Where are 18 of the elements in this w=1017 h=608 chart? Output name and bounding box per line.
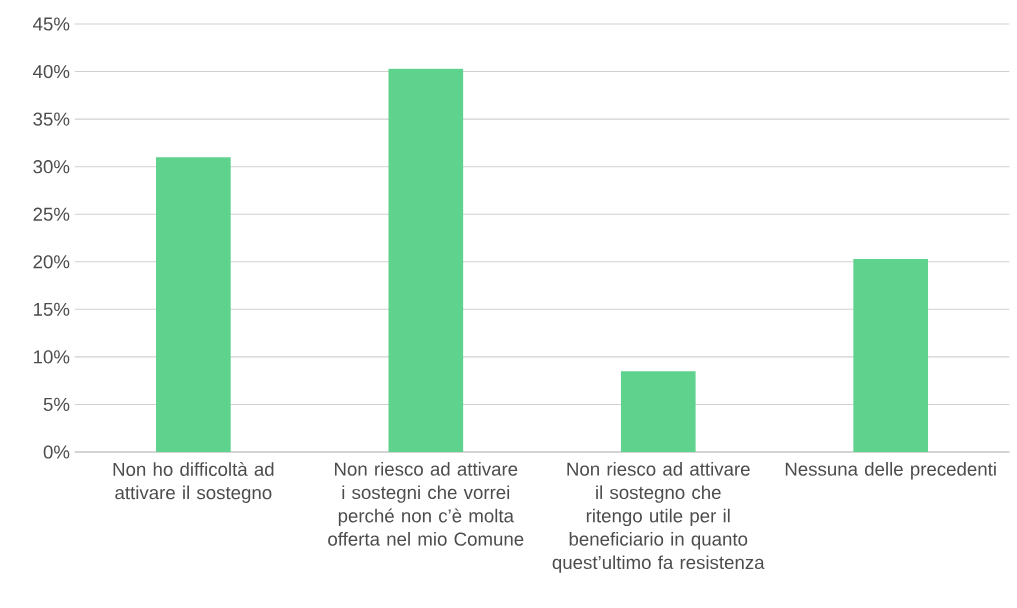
y-tick-label: 40% [33, 64, 70, 79]
bar [620, 371, 696, 452]
y-tick-label: 10% [34, 350, 70, 364]
y-tick-label: 30% [33, 160, 70, 174]
x-tick-label: Non riesco ad attivare i sostegni che vorrei perché non c’è molta offerta nel mio Comune [328, 462, 524, 546]
bar [156, 157, 231, 452]
y-tick-label: 45% [33, 17, 70, 31]
y-tick-label: 0% [43, 445, 70, 459]
y-tick-label: 35% [33, 112, 70, 126]
y-tick-label: 5% [43, 397, 70, 412]
x-tick-label: Non ho difficoltà ad attivare il sostegno [113, 462, 274, 503]
bar [853, 258, 929, 452]
y-tick-label: 15% [34, 302, 70, 316]
y-tick-label: 25% [33, 207, 70, 221]
x-tick-label: Non riesco ad attivare il sostegno che ritengo utile per il beneficiario in quanto quest’ultimo fa resistenza [552, 462, 765, 573]
y-tick-label: 20% [33, 255, 70, 269]
x-tick-label: Nessuna delle precedenti [785, 462, 996, 480]
bar [388, 68, 464, 452]
